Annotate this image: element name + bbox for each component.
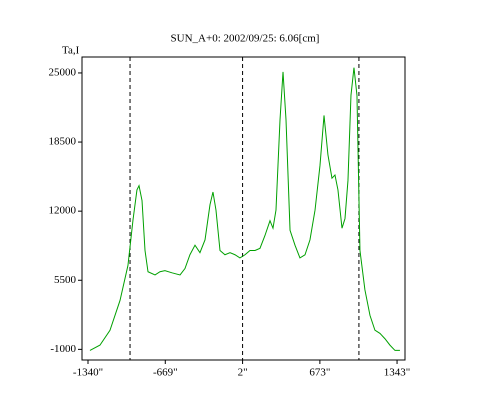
plot-frame — [81, 56, 406, 361]
x-tick-label: -1340" — [73, 367, 103, 379]
x-tick-label: -669" — [153, 367, 178, 379]
x-tick-label: 2" — [238, 367, 248, 379]
chart-title: SUN_A+0: 2002/09/25: 6.06[cm] — [171, 33, 320, 45]
data-line — [89, 67, 400, 351]
x-tick-label: 1343" — [384, 367, 411, 379]
y-tick-label: 25000 — [49, 66, 77, 78]
y-tick-label: 5500 — [54, 274, 77, 286]
y-tick-label: -1000 — [50, 343, 76, 355]
y-tick-label: 18500 — [49, 136, 77, 148]
y-tick-label: 12000 — [49, 205, 77, 217]
y-axis-label: Ta,I — [62, 45, 80, 57]
x-tick-label: 673" — [309, 367, 330, 379]
